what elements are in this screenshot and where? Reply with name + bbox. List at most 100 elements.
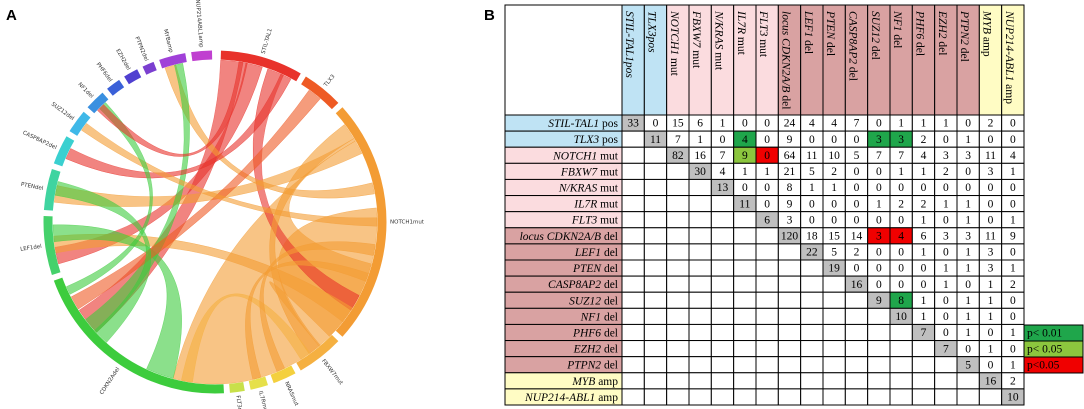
cell <box>643 178 668 197</box>
cell-value: 3 <box>787 214 793 226</box>
header-label: CASP8AP2 del <box>548 279 618 291</box>
ribbon <box>81 123 378 227</box>
suffix: pos <box>602 134 619 146</box>
cell-value: 3 <box>876 230 882 242</box>
arc-segment <box>248 376 268 390</box>
suffix: mut <box>668 58 680 77</box>
cell-value: 1 <box>921 118 927 130</box>
cell-value: 0 <box>876 263 882 275</box>
suffix: del <box>604 327 618 339</box>
cell <box>643 227 668 245</box>
header-label: N/KRAS mut <box>713 10 725 71</box>
cell-value: 3 <box>965 150 971 162</box>
arc-segment <box>159 53 187 69</box>
cell-value: 0 <box>742 182 748 194</box>
gene: PTEN <box>825 10 837 40</box>
suffix: del <box>604 263 618 275</box>
cell <box>822 307 846 325</box>
cell <box>777 356 802 374</box>
gene: locus CDKN2A/B <box>520 230 601 242</box>
cell-value: 0 <box>943 295 949 307</box>
cell-value: 0 <box>742 118 748 130</box>
cell-value: 1 <box>898 166 904 178</box>
cell <box>889 323 913 342</box>
cell <box>688 388 712 406</box>
ribbon <box>54 181 152 343</box>
cell <box>733 388 757 406</box>
gene: LEF1 <box>574 247 601 259</box>
cell-value: 8 <box>787 182 793 194</box>
cell <box>621 178 645 197</box>
suffix: del <box>825 42 837 56</box>
header-label: NF1 del <box>580 311 618 323</box>
cell <box>934 388 958 406</box>
suffix: del <box>892 34 904 48</box>
cell-value: 1 <box>742 166 748 178</box>
cell-value: 1 <box>965 263 971 275</box>
cell <box>777 388 802 406</box>
cell-value: 0 <box>898 279 904 291</box>
cell <box>911 340 936 358</box>
cell <box>934 356 958 374</box>
segment-label: NRASmut <box>283 381 299 408</box>
arc-segment <box>43 169 61 211</box>
header-label: PTPN2 del <box>566 359 618 371</box>
cell-value: 4 <box>1010 150 1016 162</box>
suffix: amp <box>1003 84 1015 104</box>
suffix: del <box>604 279 618 291</box>
cell <box>822 291 846 309</box>
cell-value: 14 <box>851 230 863 242</box>
cell-value: 3 <box>943 150 949 162</box>
cell-value: 0 <box>809 134 815 146</box>
cell-value: 0 <box>965 343 971 355</box>
cell-value: 0 <box>965 166 971 178</box>
cell <box>733 259 757 277</box>
cell <box>844 372 869 390</box>
cell-value: 0 <box>854 166 860 178</box>
cell-value: 3 <box>965 230 971 242</box>
gene: PTPN2 <box>959 10 971 45</box>
suffix: del <box>780 95 792 109</box>
segment-label: CDKN2Adel <box>99 366 122 396</box>
cell <box>666 388 690 406</box>
cell <box>688 340 712 358</box>
cell-value: 3 <box>943 230 949 242</box>
gene: CASP8AP2 <box>847 11 859 64</box>
cell <box>867 388 891 406</box>
cell-value: 0 <box>965 279 971 291</box>
gene: NUP214-ABL1 <box>524 392 595 404</box>
ribbon <box>259 241 376 372</box>
cell <box>800 372 824 390</box>
cell-value: 6 <box>921 230 927 242</box>
cell <box>710 356 735 374</box>
cell <box>1001 388 1025 406</box>
cell-value: 6 <box>697 118 703 130</box>
cell-value: 11 <box>739 198 750 210</box>
cell-value: 7 <box>898 150 904 162</box>
cell-value: 21 <box>784 166 796 178</box>
cell-value: 0 <box>1010 198 1016 210</box>
cell-value: 5 <box>809 166 815 178</box>
cell-value: 9 <box>787 198 793 210</box>
cell-value: 0 <box>1010 247 1016 259</box>
cell <box>666 372 690 390</box>
arc-segment <box>296 334 339 371</box>
cell-value: 0 <box>720 134 726 146</box>
cell <box>710 195 735 213</box>
header-label: FLT3 mut <box>571 214 619 226</box>
cell-value: 0 <box>876 247 882 259</box>
cell <box>688 195 712 213</box>
cell-value: 0 <box>854 182 860 194</box>
cell <box>643 356 668 374</box>
cell <box>867 340 891 358</box>
header-label: STIL-TAL1pos <box>624 11 636 78</box>
cell <box>621 130 645 148</box>
header-label: locus CDKN2A/B del <box>780 11 792 109</box>
cell <box>755 323 779 342</box>
legend-swatch <box>1023 356 1084 374</box>
arc-segment <box>43 216 61 275</box>
cell-value: 11 <box>806 150 817 162</box>
cell <box>666 291 690 309</box>
cell-value: 1 <box>965 311 971 323</box>
cell <box>755 388 779 406</box>
